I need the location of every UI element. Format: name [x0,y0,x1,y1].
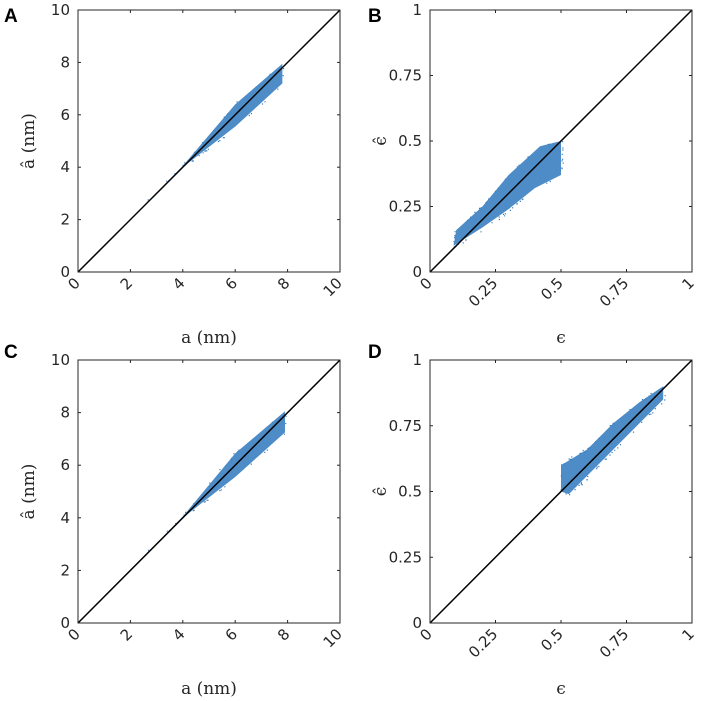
x-tick-label: 0.5 [537,274,567,304]
y-tick-label: 0.5 [398,132,422,150]
x-tick-label: 10 [320,274,346,300]
x-tick-label: 0.75 [596,274,632,310]
y-tick-label: 2 [60,561,70,579]
y-tick-label: 6 [60,106,70,124]
y-tick-label: 0.75 [389,67,422,85]
x-axis-label: ϵ [556,679,566,699]
x-axis-label: a (nm) [181,328,237,348]
panel-label: B [368,6,382,27]
y-tick-label: 0 [60,263,70,281]
panel-label: A [4,6,18,27]
x-tick-label: 8 [274,274,293,293]
y-tick-label: 0 [412,614,422,632]
x-tick-label: 0 [64,625,83,644]
y-tick-label: 1 [412,1,422,19]
y-tick-label: 0.5 [398,483,422,501]
x-tick-label: 4 [169,274,188,293]
y-tick-label: 10 [51,351,70,369]
x-tick-label: 4 [169,625,188,644]
y-tick-label: 10 [51,1,70,19]
x-axis-label: a (nm) [181,679,237,699]
panel-d: D 0 0.25 0.5 0.75 1 0 0.25 0.5 0.75 1 ϵ ϵ̂ [368,342,698,699]
y-tick-label: 0 [412,263,422,281]
x-tick-label: 0.75 [596,625,632,661]
x-tick-label: 6 [222,625,241,644]
y-tick-label: 4 [60,158,70,176]
axes-box [77,9,341,273]
identity-line [77,9,341,273]
scatter-cloud [130,63,285,220]
y-axis-label: ϵ̂ [371,487,391,497]
y-tick-label: 0 [60,614,70,632]
panel-label: C [4,342,18,363]
y-tick-label: 0.25 [389,548,422,566]
scatter-envelope [130,63,283,220]
x-tick-label: 1 [678,625,697,644]
y-tick-label: 2 [60,211,70,229]
y-tick-label: 1 [412,351,422,369]
x-tick-label: 10 [320,625,346,651]
y-tick-label: 0.75 [389,417,422,435]
x-tick-label: 0.25 [465,625,501,661]
scatter-cloud [130,411,287,571]
y-tick-label: 4 [60,509,70,527]
x-tick-label: 0 [416,625,435,644]
y-tick-label: 8 [60,53,70,71]
scatter-envelope [130,411,285,571]
x-tick-label: 0.5 [537,625,567,655]
x-tick-label: 8 [274,625,293,644]
x-tick-label: 6 [222,274,241,293]
x-tick-label: 2 [117,625,136,644]
y-axis-label: â (nm) [19,464,39,520]
panel-b: B 0 0.25 0.5 0.75 1 0 0.25 0.5 0.75 1 ϵ ϵ̂ [368,1,698,348]
y-axis-label: â (nm) [19,113,39,169]
x-tick-label: 2 [117,274,136,293]
x-tick-label: 0 [416,274,435,293]
panel-c: C 0 2 4 6 8 10 0 2 4 6 8 10 a (nm) â (nm) [4,342,346,699]
identity-line [77,359,341,624]
x-axis-label: ϵ [556,328,566,348]
x-tick-label: 0 [64,274,83,293]
panel-label: D [368,342,382,363]
identity-line [429,9,693,273]
y-axis-label: ϵ̂ [371,136,391,146]
y-tick-label: 0.25 [389,198,422,216]
panel-a: A 0 2 4 6 8 10 0 2 4 6 8 10 a (nm) â (nm) [4,1,346,348]
identity-line [429,359,693,624]
axes-box [77,359,341,624]
x-tick-label: 0.25 [465,274,501,310]
x-tick-label: 1 [678,274,697,293]
y-tick-label: 8 [60,404,70,422]
y-tick-label: 6 [60,456,70,474]
